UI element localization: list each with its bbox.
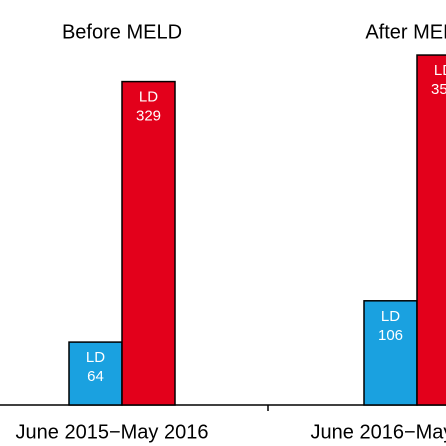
- bar-value-label: 356: [431, 81, 446, 98]
- bar-series-label: LD: [139, 89, 158, 106]
- group-title: After MELD: [365, 21, 446, 43]
- bar: [416, 54, 446, 406]
- bar-value-label: 64: [87, 368, 104, 385]
- bar: [121, 80, 176, 406]
- bar-series-label: LD: [434, 62, 446, 79]
- x-tick-label: June 2016−May 2017: [311, 421, 446, 443]
- bar: [363, 300, 418, 406]
- bar-value-label: 106: [378, 327, 403, 344]
- bar-value-label: 329: [136, 108, 161, 125]
- bar-series-label: LD: [381, 308, 400, 325]
- x-tick-label: June 2015−May 2016: [16, 421, 209, 443]
- bar-series-label: LD: [86, 349, 105, 366]
- group-title: Before MELD: [62, 21, 182, 43]
